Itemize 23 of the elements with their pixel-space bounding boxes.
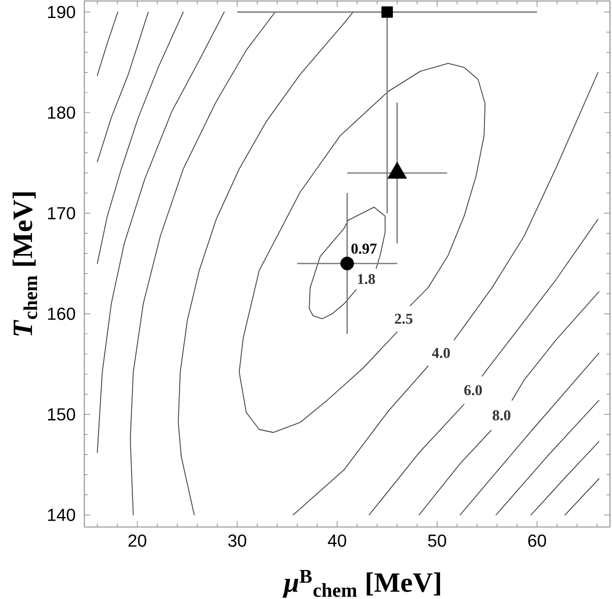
x-tick-label: 50 (428, 534, 446, 547)
y-axis-title: T$_{chem}$ [MeV] (12, 192, 38, 336)
series-label: 6.0 (464, 385, 482, 396)
annotation: 0.97 (351, 244, 377, 254)
y-tick-label: 170 (48, 207, 76, 220)
series-label: 8.0 (492, 410, 510, 420)
x-tick-label: 20 (128, 534, 146, 547)
line-series (96, 12, 225, 453)
y-tick-label: 140 (48, 508, 76, 522)
line-series (96, 12, 184, 264)
line-series (96, 12, 149, 162)
series-label: 2.5 (394, 314, 412, 324)
x-axis-title: μ$^{B}$$_{chem}$ [MeV] (282, 570, 440, 598)
y-tick-label: 150 (48, 408, 76, 421)
y-tick-label: 160 (48, 308, 76, 320)
series-label: 1.8 (358, 274, 375, 284)
x-tick-label: 30 (228, 534, 246, 547)
line-series (130, 12, 276, 516)
x-tick-label: 40 (328, 534, 346, 547)
series-label: 4.0 (432, 348, 450, 358)
x-tick-label: 60 (528, 534, 546, 547)
y-tick-label: 190 (48, 6, 76, 18)
y-tick-label: 180 (48, 106, 76, 119)
